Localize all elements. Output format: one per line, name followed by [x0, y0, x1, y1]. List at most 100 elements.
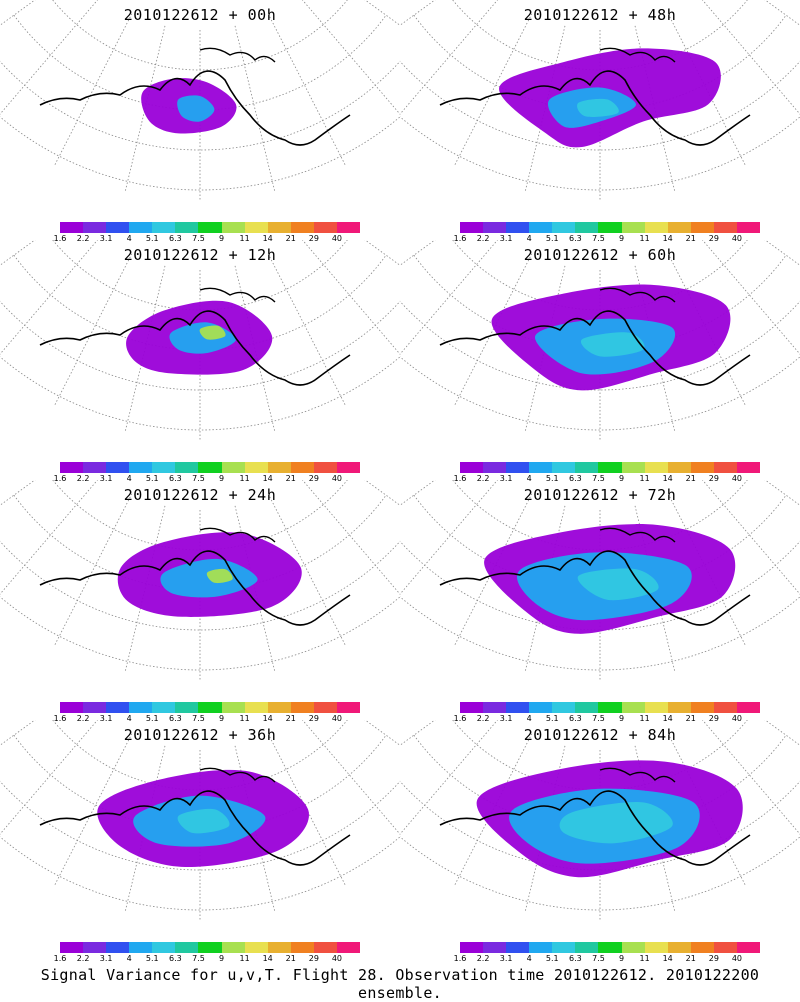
colorbar-swatch — [690, 222, 714, 233]
colorbar-swatch — [736, 462, 761, 473]
colorbar-label: 2.2 — [76, 474, 90, 483]
longitude-line — [764, 240, 800, 266]
variance-contour — [580, 332, 645, 357]
colorbar-swatch — [460, 942, 484, 953]
colorbar-swatch — [621, 942, 645, 953]
longitude-line — [364, 0, 400, 26]
colorbar-swatch — [198, 462, 222, 473]
latitude-line — [413, 734, 787, 831]
colorbar-swatch — [336, 222, 361, 233]
latitude-line — [400, 836, 800, 911]
colorbar-swatch — [129, 702, 153, 713]
colorbar-swatch — [290, 222, 314, 233]
colorbar-label: 14 — [662, 234, 673, 243]
longitude-line — [0, 0, 36, 26]
colorbar-label: 21 — [285, 234, 296, 243]
colorbar-label: 40 — [331, 714, 343, 723]
longitude-line — [701, 720, 800, 835]
colorbar-label: 2.2 — [76, 954, 90, 963]
longitude-line — [400, 240, 436, 266]
arctic-islands — [199, 767, 276, 783]
latitude-line — [13, 254, 387, 351]
colorbar-swatch — [290, 462, 314, 473]
latitude-line — [0, 116, 400, 191]
latitude-line — [13, 494, 387, 591]
colorbar — [60, 942, 361, 953]
colorbar-swatch — [267, 222, 291, 233]
coastline — [439, 550, 751, 626]
colorbar-label: 4 — [126, 714, 132, 723]
colorbar-label: 9 — [618, 234, 625, 243]
colorbar-labels: 1.6 2.2 3.1 4 5.1 6.3 7.5 9 11 14 21 29 40 — [50, 714, 370, 724]
figure-caption: Signal Variance for u,v,T. Flight 28. Ob… — [40, 966, 760, 1002]
colorbar-swatch — [506, 222, 530, 233]
coastline — [439, 310, 751, 386]
panel-title: 2010122612 + 24h — [123, 486, 277, 504]
longitude-line — [0, 720, 36, 746]
colorbar — [460, 942, 761, 953]
colorbar-swatch — [506, 462, 530, 473]
colorbar-swatch — [175, 462, 199, 473]
colorbar-labels: 1.6 2.2 3.1 4 5.1 6.3 7.5 9 11 14 21 29 40 — [450, 954, 770, 964]
colorbar-swatch — [483, 702, 507, 713]
arctic-islands — [599, 47, 676, 63]
variance-contour — [577, 568, 659, 601]
longitude-line — [267, 13, 346, 166]
colorbar-label: 3.1 — [99, 474, 113, 483]
map-panel: 2010122612 + 12h 1.6 2.2 3.1 4 5.1 6.3 7.5 9 11 14… — [0, 240, 400, 485]
panel-title: 2010122612 + 36h — [123, 726, 277, 744]
colorbar-swatch — [667, 462, 691, 473]
colorbar-label: 29 — [708, 954, 719, 963]
colorbar-label: 5.1 — [145, 954, 159, 963]
arctic-islands — [199, 47, 276, 63]
colorbar-label: 1.6 — [453, 954, 467, 963]
colorbar-label: 9 — [618, 714, 625, 723]
colorbar-label: 4 — [526, 234, 532, 243]
colorbar-label: 5.1 — [145, 234, 159, 243]
colorbar-swatch — [175, 942, 199, 953]
colorbar-swatch — [336, 942, 361, 953]
longitude-line — [400, 0, 499, 115]
colorbar-swatch — [529, 942, 553, 953]
colorbar-label: 11 — [239, 714, 250, 723]
colorbar-swatch — [221, 942, 245, 953]
colorbar — [460, 222, 761, 233]
latitude-line — [0, 356, 400, 431]
colorbar-swatch — [506, 942, 530, 953]
colorbar-swatch — [198, 702, 222, 713]
colorbar-swatch — [575, 702, 599, 713]
colorbar-label: 4 — [126, 474, 132, 483]
colorbar-label: 14 — [662, 474, 673, 483]
latitude-line — [413, 494, 787, 591]
longitude-line — [301, 480, 400, 595]
colorbar-label: 5.1 — [545, 954, 559, 963]
colorbar-label: 29 — [308, 474, 319, 483]
polar-map — [0, 0, 400, 200]
colorbar-label: 3.1 — [99, 954, 113, 963]
colorbar-label: 6.3 — [169, 474, 182, 483]
colorbar-label: 40 — [731, 714, 743, 723]
colorbar-label: 11 — [639, 714, 650, 723]
colorbar-label: 1.6 — [53, 234, 67, 243]
colorbar-swatch — [152, 702, 176, 713]
colorbar-swatch — [460, 222, 484, 233]
colorbar-labels: 1.6 2.2 3.1 4 5.1 6.3 7.5 9 11 14 21 29 40 — [50, 234, 370, 244]
colorbar-label: 4 — [526, 714, 532, 723]
longitude-line — [54, 493, 133, 646]
colorbar-swatch — [552, 222, 576, 233]
colorbar-swatch — [60, 942, 84, 953]
polar-map — [400, 0, 800, 200]
colorbar-label: 11 — [239, 954, 250, 963]
colorbar-swatch — [221, 222, 245, 233]
colorbar-label: 7.5 — [592, 234, 605, 243]
colorbar-label: 40 — [331, 474, 343, 483]
arctic-islands — [199, 287, 276, 303]
latitude-line — [400, 596, 800, 671]
polar-map — [0, 240, 400, 440]
colorbar-swatch — [736, 942, 761, 953]
colorbar-label: 40 — [731, 234, 743, 243]
map-panel: 2010122612 + 00h 1.6 2.2 3.1 4 5.1 6.3 7.5 9 11 14… — [0, 0, 400, 245]
arctic-islands — [599, 287, 676, 303]
colorbar-label: 4 — [126, 954, 132, 963]
